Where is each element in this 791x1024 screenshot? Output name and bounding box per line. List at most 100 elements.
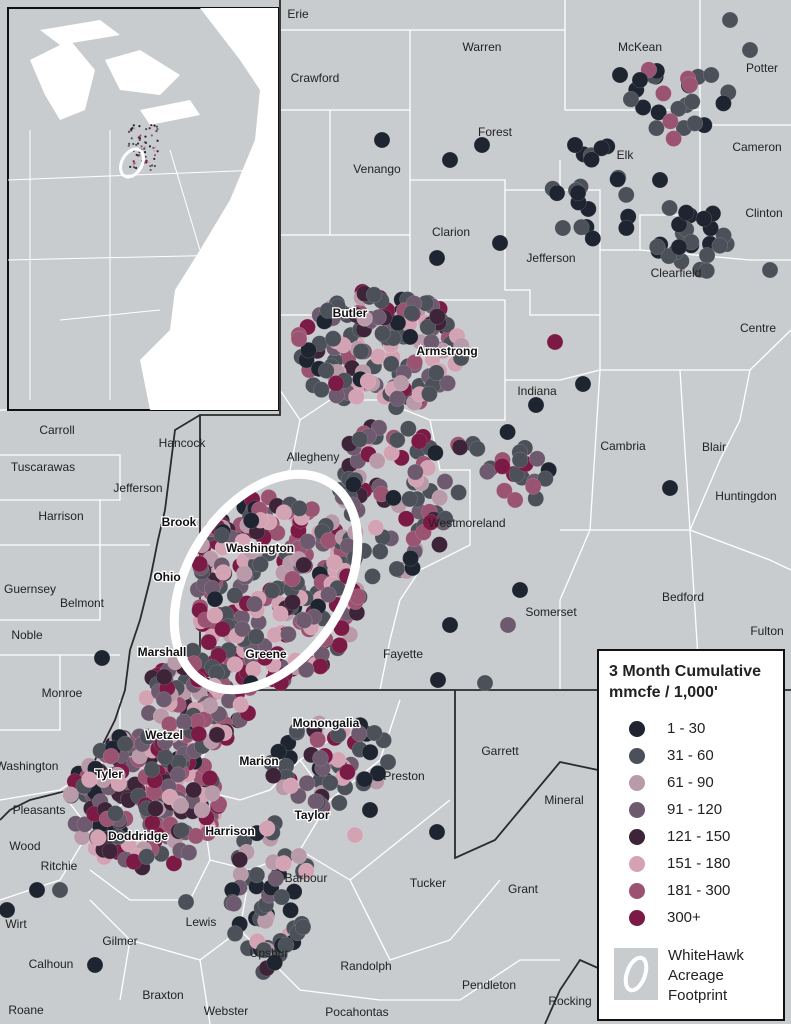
well-dot <box>371 543 389 560</box>
well-dot <box>662 113 679 130</box>
well-dot <box>326 554 343 572</box>
well-dot <box>81 771 98 788</box>
well-dot <box>410 432 428 450</box>
well-dot <box>201 770 219 787</box>
well-dot <box>677 204 695 221</box>
well-dots <box>0 11 779 981</box>
place-label: Blair <box>702 440 726 454</box>
place-label: McKean <box>618 40 662 54</box>
well-dot <box>537 470 554 487</box>
place-label: Marshall <box>138 645 187 659</box>
place-label: Barbour <box>285 871 328 885</box>
well-dot <box>206 590 224 608</box>
place-label: Wood <box>9 839 40 853</box>
well-dot <box>226 925 244 942</box>
well-dot <box>479 463 496 480</box>
well-dot <box>511 451 529 469</box>
well-dot <box>290 330 308 348</box>
place-label: Braxton <box>142 988 183 1002</box>
well-dot <box>554 219 572 237</box>
place-label: Erie <box>287 7 309 21</box>
well-dot <box>473 136 491 154</box>
well-dot <box>248 866 266 884</box>
well-dot <box>208 726 226 744</box>
well-dot <box>161 788 179 806</box>
well-dot <box>429 308 446 325</box>
legend-label: 151 - 180 <box>667 855 730 872</box>
place-label: Preston <box>383 769 424 783</box>
well-dot <box>172 797 190 814</box>
well-dot <box>681 76 699 94</box>
inset-dot <box>153 157 156 160</box>
well-dot <box>452 349 470 367</box>
inset-dot <box>132 164 135 167</box>
place-label: Grant <box>508 882 539 896</box>
inset-dot <box>153 124 156 127</box>
place-label: Crawford <box>291 71 340 85</box>
well-dot <box>350 725 368 742</box>
footprint-icon <box>623 955 649 993</box>
inset-dot <box>127 144 130 147</box>
well-dot <box>327 375 345 392</box>
legend-title: 3 Month Cumulative <box>609 663 761 680</box>
well-dot <box>157 748 174 766</box>
footprint-label: Acreage <box>668 967 724 984</box>
well-dot <box>422 514 439 531</box>
inset-dot <box>153 149 156 152</box>
place-label: Mineral <box>544 793 583 807</box>
well-dot <box>609 171 626 188</box>
legend-swatch <box>629 748 645 764</box>
well-dot <box>686 115 704 132</box>
place-label: Elk <box>617 148 635 162</box>
well-dot <box>476 674 494 692</box>
well-dot <box>247 628 265 645</box>
well-dot <box>348 388 365 405</box>
inset-map <box>7 7 279 411</box>
place-label: Butler <box>333 306 368 320</box>
place-label: Harrison <box>205 824 254 838</box>
well-dot <box>661 199 678 217</box>
inset-dot <box>149 168 152 172</box>
well-dot <box>312 658 329 675</box>
well-dot <box>392 374 410 392</box>
well-dot <box>272 605 289 623</box>
inset-dots <box>127 123 159 172</box>
place-label: Garrett <box>481 744 519 758</box>
footprint-label: Footprint <box>668 987 728 1004</box>
well-dot <box>649 238 666 256</box>
inset-dot <box>138 136 141 139</box>
well-dot <box>428 823 446 841</box>
well-dot <box>370 308 387 326</box>
place-label: Clearfield <box>651 266 702 280</box>
well-dot <box>356 770 373 788</box>
inset-dot <box>150 164 154 167</box>
well-dot <box>102 748 120 765</box>
legend-swatch <box>629 775 645 791</box>
well-dot <box>213 527 231 544</box>
well-dot <box>345 476 362 493</box>
inset-dot <box>155 129 158 133</box>
well-dot <box>655 85 672 102</box>
well-dot <box>226 656 244 673</box>
well-dot <box>401 328 419 346</box>
place-label: Brook <box>162 515 197 529</box>
well-dot <box>366 724 383 742</box>
inset-dot <box>143 151 147 154</box>
well-dot <box>284 570 301 588</box>
well-dot <box>573 218 590 236</box>
place-label: Allegheny <box>287 450 340 464</box>
place-label: Fulton <box>750 624 783 638</box>
place-label: Upshur <box>250 946 289 960</box>
inset-dot <box>153 164 156 168</box>
well-dot <box>318 362 335 379</box>
well-dot <box>295 556 312 574</box>
well-dot <box>265 767 282 784</box>
well-dot <box>346 826 364 844</box>
legend-label: 31 - 60 <box>667 747 714 764</box>
place-label: Wirt <box>5 917 27 931</box>
well-dot <box>243 512 260 529</box>
place-label: Centre <box>740 321 776 335</box>
well-dot <box>421 385 438 403</box>
well-dot <box>711 237 729 254</box>
well-dot <box>761 261 779 279</box>
